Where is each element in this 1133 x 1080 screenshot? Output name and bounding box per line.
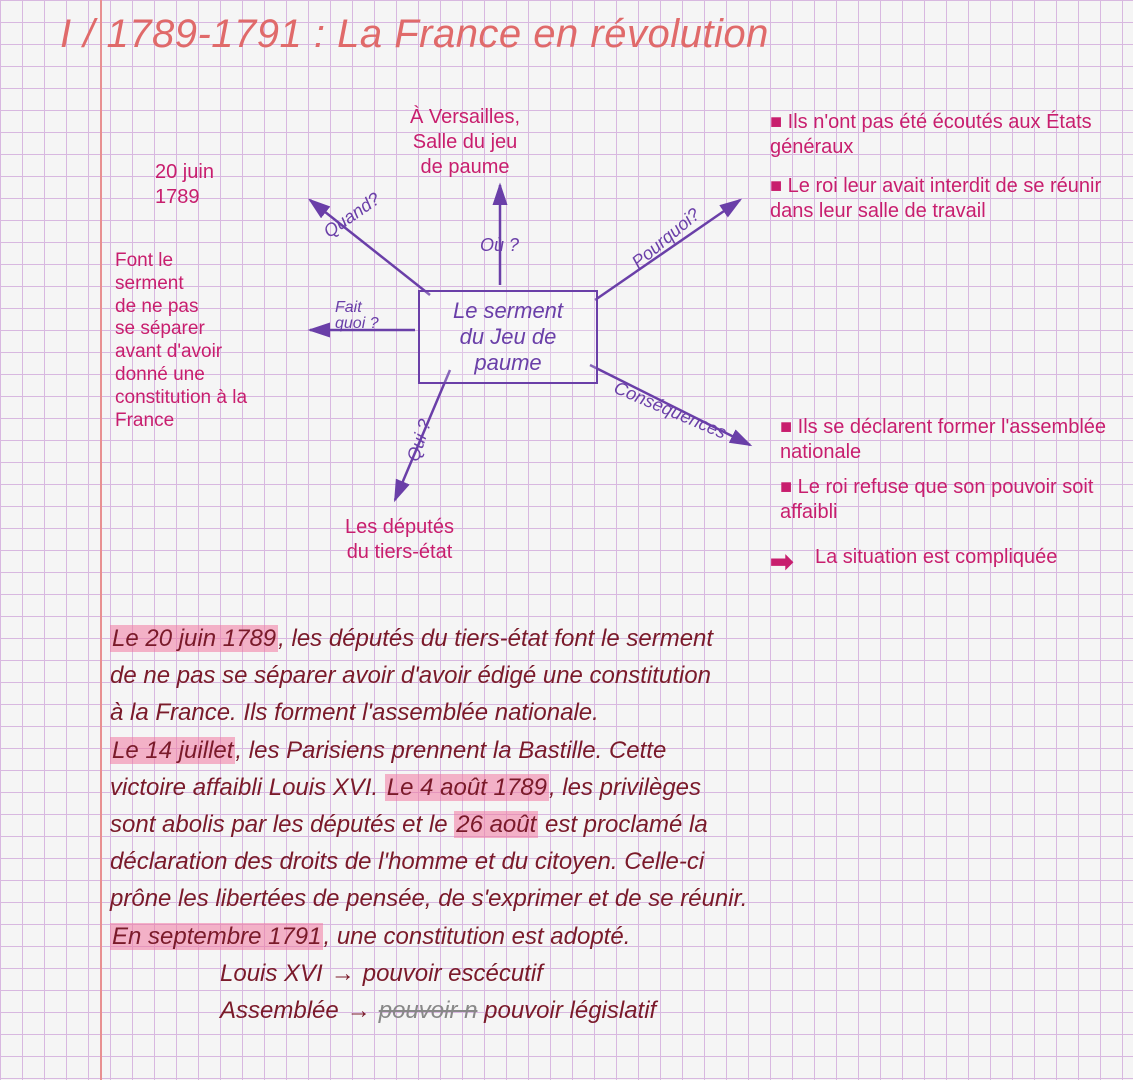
node-faitquoi: Font le serment de ne pas se séparer ava… (115, 250, 335, 432)
node-quand: 20 juin 1789 (155, 160, 214, 210)
label-qui: Qui ? (403, 417, 436, 464)
pourquoi-item-1: Ils n'ont pas été écoutés aux États géné… (770, 110, 1120, 160)
label-faitquoi: Fait quoi ? (335, 300, 379, 332)
node-qui: Les députés du tiers-état (345, 515, 454, 565)
footer-right: pouvoir escécutif (363, 960, 543, 987)
main-paragraph: Le 20 juin 1789, les députés du tiers-ét… (110, 620, 1113, 1029)
highlighted-text: En septembre 1791 (110, 923, 323, 950)
node-consequences: Ils se déclarent former l'assemblée nati… (780, 415, 1130, 525)
arrow-icon: → (339, 992, 379, 1029)
conseq-conclusion: La situation est compliquée (815, 545, 1133, 570)
conseq-item-1: Ils se déclarent former l'assemblée nati… (780, 415, 1130, 465)
arrow-icon: → (323, 955, 363, 992)
margin-line (100, 0, 102, 1080)
text-run: , les Parisiens prennent la Bastille. Ce… (235, 737, 666, 764)
text-run: déclaration des droits de l'homme et du … (110, 848, 704, 875)
text-run: victoire affaibli Louis XVI. (110, 774, 385, 801)
footer-line: Assemblée→pouvoir n pouvoir législatif (220, 992, 1113, 1029)
highlighted-text: Le 4 août 1789 (385, 774, 549, 801)
conseq-item-2: Le roi refuse que son pouvoir soit affai… (780, 475, 1130, 525)
mindmap-center: Le serment du Jeu de paume (418, 290, 598, 384)
highlighted-text: 26 août (454, 811, 538, 838)
page-title: I / 1789-1791 : La France en révolution (60, 12, 769, 57)
text-run: de ne pas se séparer avoir d'avoir édigé… (110, 662, 711, 689)
paragraph-line: à la France. Ils forment l'assemblée nat… (110, 694, 1113, 731)
label-consequences: Conséquences (611, 377, 730, 443)
text-run: sont abolis par les députés et le (110, 811, 454, 838)
text-run: , une constitution est adopté. (323, 923, 630, 950)
paragraph-line: de ne pas se séparer avoir d'avoir édigé… (110, 657, 1113, 694)
text-run: à la France. Ils forment l'assemblée nat… (110, 699, 599, 726)
paragraph-line: déclaration des droits de l'homme et du … (110, 843, 1113, 880)
paragraph-line: prône les libertées de pensée, de s'expr… (110, 880, 1113, 917)
footer-left: Louis XVI (220, 960, 323, 987)
node-pourquoi: Ils n'ont pas été écoutés aux États géné… (770, 110, 1120, 224)
footer-left: Assemblée (220, 997, 339, 1024)
highlighted-text: Le 20 juin 1789 (110, 625, 278, 652)
text-run: , les députés du tiers-état font le serm… (278, 625, 713, 652)
text-run: prône les libertées de pensée, de s'expr… (110, 885, 747, 912)
highlighted-text: Le 14 juillet (110, 737, 235, 764)
footer-right: pouvoir n pouvoir législatif (379, 997, 657, 1024)
center-text: Le serment du Jeu de paume (453, 298, 563, 375)
paragraph-line: Le 20 juin 1789, les députés du tiers-ét… (110, 620, 1113, 657)
text-run: est proclamé la (538, 811, 707, 838)
paragraph-line: victoire affaibli Louis XVI. Le 4 août 1… (110, 769, 1113, 806)
label-quand: Quand? (320, 189, 385, 243)
label-ou: Où ? (480, 235, 519, 256)
footer-line: Louis XVI→pouvoir escécutif (220, 955, 1113, 992)
pourquoi-item-2: Le roi leur avait interdit de se réunir … (770, 174, 1120, 224)
node-ou: À Versailles, Salle du jeu de paume (410, 105, 520, 180)
paragraph-line: Le 14 juillet, les Parisiens prennent la… (110, 732, 1113, 769)
paragraph-line: En septembre 1791, une constitution est … (110, 918, 1113, 955)
text-run: , les privilèges (549, 774, 701, 801)
label-pourquoi: Pourquoi? (628, 204, 704, 273)
scratched-text: pouvoir n (379, 997, 478, 1024)
arrow-icon: ➡ (770, 545, 793, 578)
paragraph-line: sont abolis par les députés et le 26 aoû… (110, 806, 1113, 843)
